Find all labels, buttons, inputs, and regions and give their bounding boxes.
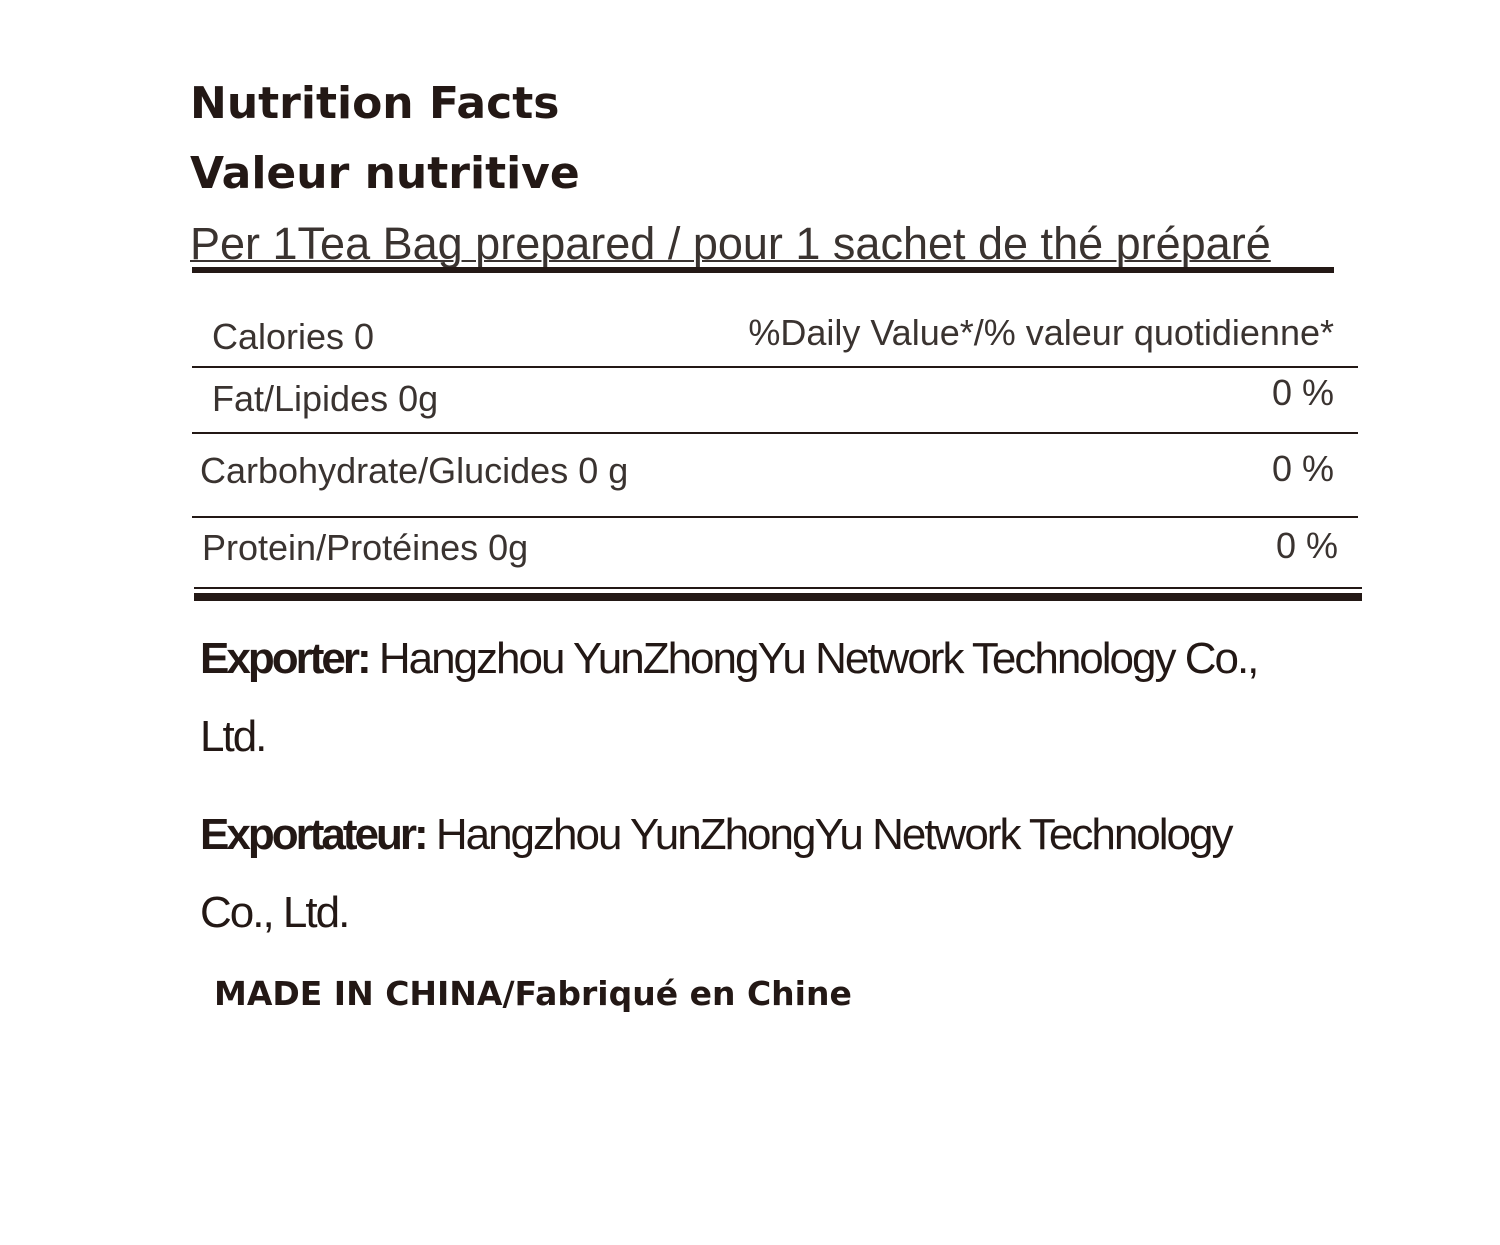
fat-dv: 0 %	[1271, 372, 1334, 413]
calories: Calories 0	[212, 316, 375, 357]
thick-rule	[194, 593, 1362, 601]
exporter-label: Exporter:	[200, 634, 372, 683]
fat-label: Fat/Lipides 0g	[212, 378, 439, 419]
protein-label: Protein/Protéines 0g	[202, 527, 529, 568]
title-fr: Valeur nutritive	[190, 148, 580, 199]
exportateur-label: Exportateur:	[200, 810, 429, 859]
carb-label: Carbohydrate/Glucides 0 g	[200, 450, 629, 491]
divider	[194, 587, 1362, 589]
protein-dv: 0 %	[1275, 525, 1338, 566]
divider	[192, 366, 1358, 368]
exporter-line: Exporter: Hangzhou YunZhongYu Network Te…	[200, 634, 1260, 684]
exportateur-line: Exportateur: Hangzhou YunZhongYu Network…	[200, 810, 1234, 860]
exporter-name: Hangzhou YunZhongYu Network Technology C…	[368, 634, 1260, 683]
exporter-line2: Ltd.	[200, 712, 267, 761]
exportateur-name: Hangzhou YunZhongYu Network Technology	[425, 810, 1234, 859]
divider	[192, 432, 1358, 434]
origin: MADE IN CHINA/Fabriqué en Chine	[214, 974, 852, 1013]
carb-dv: 0 %	[1271, 448, 1334, 489]
daily-value-header: %Daily Value*/% valeur quotidienne*	[748, 312, 1334, 353]
serving-size: Per 1Tea Bag prepared / pour 1 sachet de…	[190, 218, 1271, 269]
exportateur-line2: Co., Ltd.	[200, 888, 350, 937]
thick-rule	[192, 267, 1334, 273]
divider	[192, 516, 1358, 518]
title-en: Nutrition Facts	[190, 78, 560, 129]
